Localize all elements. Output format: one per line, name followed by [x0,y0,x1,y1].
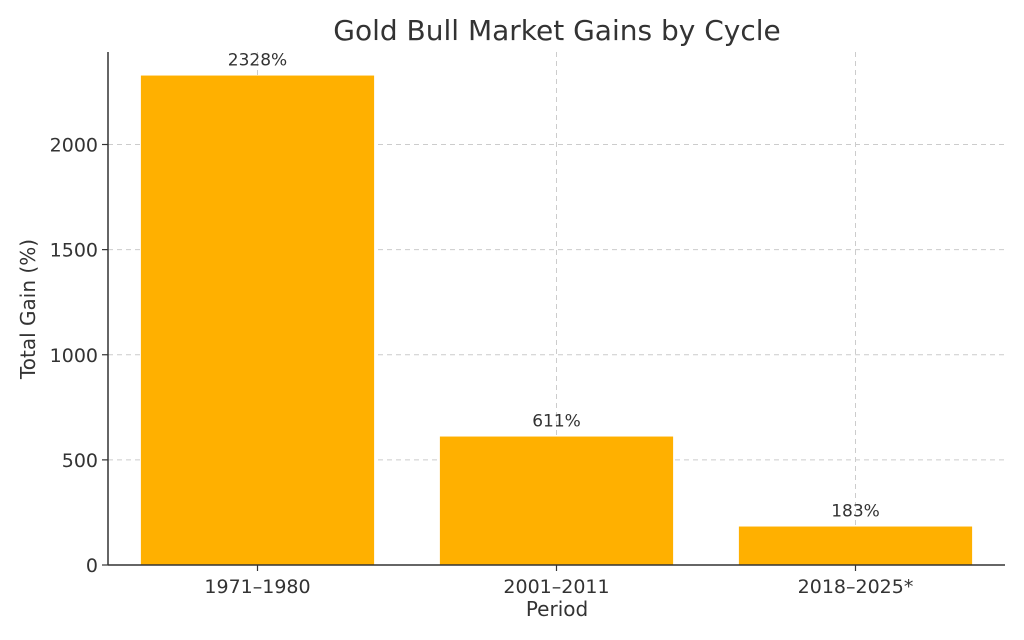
bar [140,75,375,565]
bar-value-label: 611% [532,412,581,432]
y-tick-label: 0 [86,555,98,577]
y-tick-label: 1000 [50,345,98,367]
y-tick-label: 500 [62,450,98,472]
x-tick-label: 1971–1980 [204,576,310,598]
data-labels: 2328% 611% 183% [228,51,880,522]
bar [439,436,674,565]
y-tick-label: 2000 [50,135,98,157]
y-tick-label: 1500 [50,240,98,262]
x-tick-label: 2018–2025* [798,576,914,598]
x-tick-label: 2001–2011 [503,576,609,598]
bar-value-label: 2328% [228,51,287,71]
chart-title: Gold Bull Market Gains by Cycle [333,14,780,47]
y-axis-title: Total Gain (%) [16,239,40,380]
x-ticks: 1971–1980 2001–2011 2018–2025* [204,565,913,598]
bar-value-label: 183% [831,502,880,522]
bars [140,75,973,565]
y-ticks: 0 500 1000 1500 2000 [50,135,108,577]
bar [738,526,973,565]
x-axis-title: Period [526,597,588,621]
